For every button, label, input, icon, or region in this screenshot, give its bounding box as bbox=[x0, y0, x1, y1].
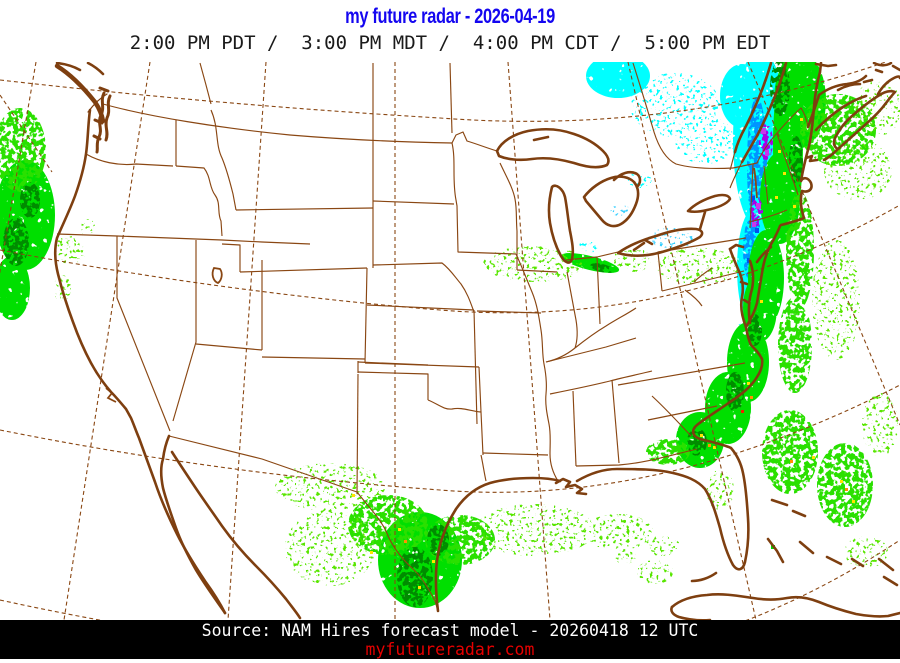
puget-sound-vancouver-island bbox=[54, 63, 112, 154]
mixed-precip-dots bbox=[752, 128, 769, 227]
coastlines bbox=[53, 62, 900, 620]
footer-bar: Source: NAM Hires forecast model - 20260… bbox=[0, 620, 900, 659]
latlon-gridlines bbox=[0, 62, 900, 620]
page-title: my future radar - 2026-04-19 bbox=[345, 5, 555, 28]
snow-specks-georgian-bay bbox=[610, 204, 696, 248]
source-text: Source: NAM Hires forecast model - 20260… bbox=[201, 621, 699, 640]
valid-times: 2:00 PM PDT / 3:00 PM MDT / 4:00 PM CDT … bbox=[129, 32, 771, 54]
state-borders bbox=[56, 62, 809, 612]
header: my future radar - 2026-04-19 2:00 PM PDT… bbox=[0, 0, 900, 54]
website-link[interactable]: myfutureradar.com bbox=[365, 640, 535, 659]
